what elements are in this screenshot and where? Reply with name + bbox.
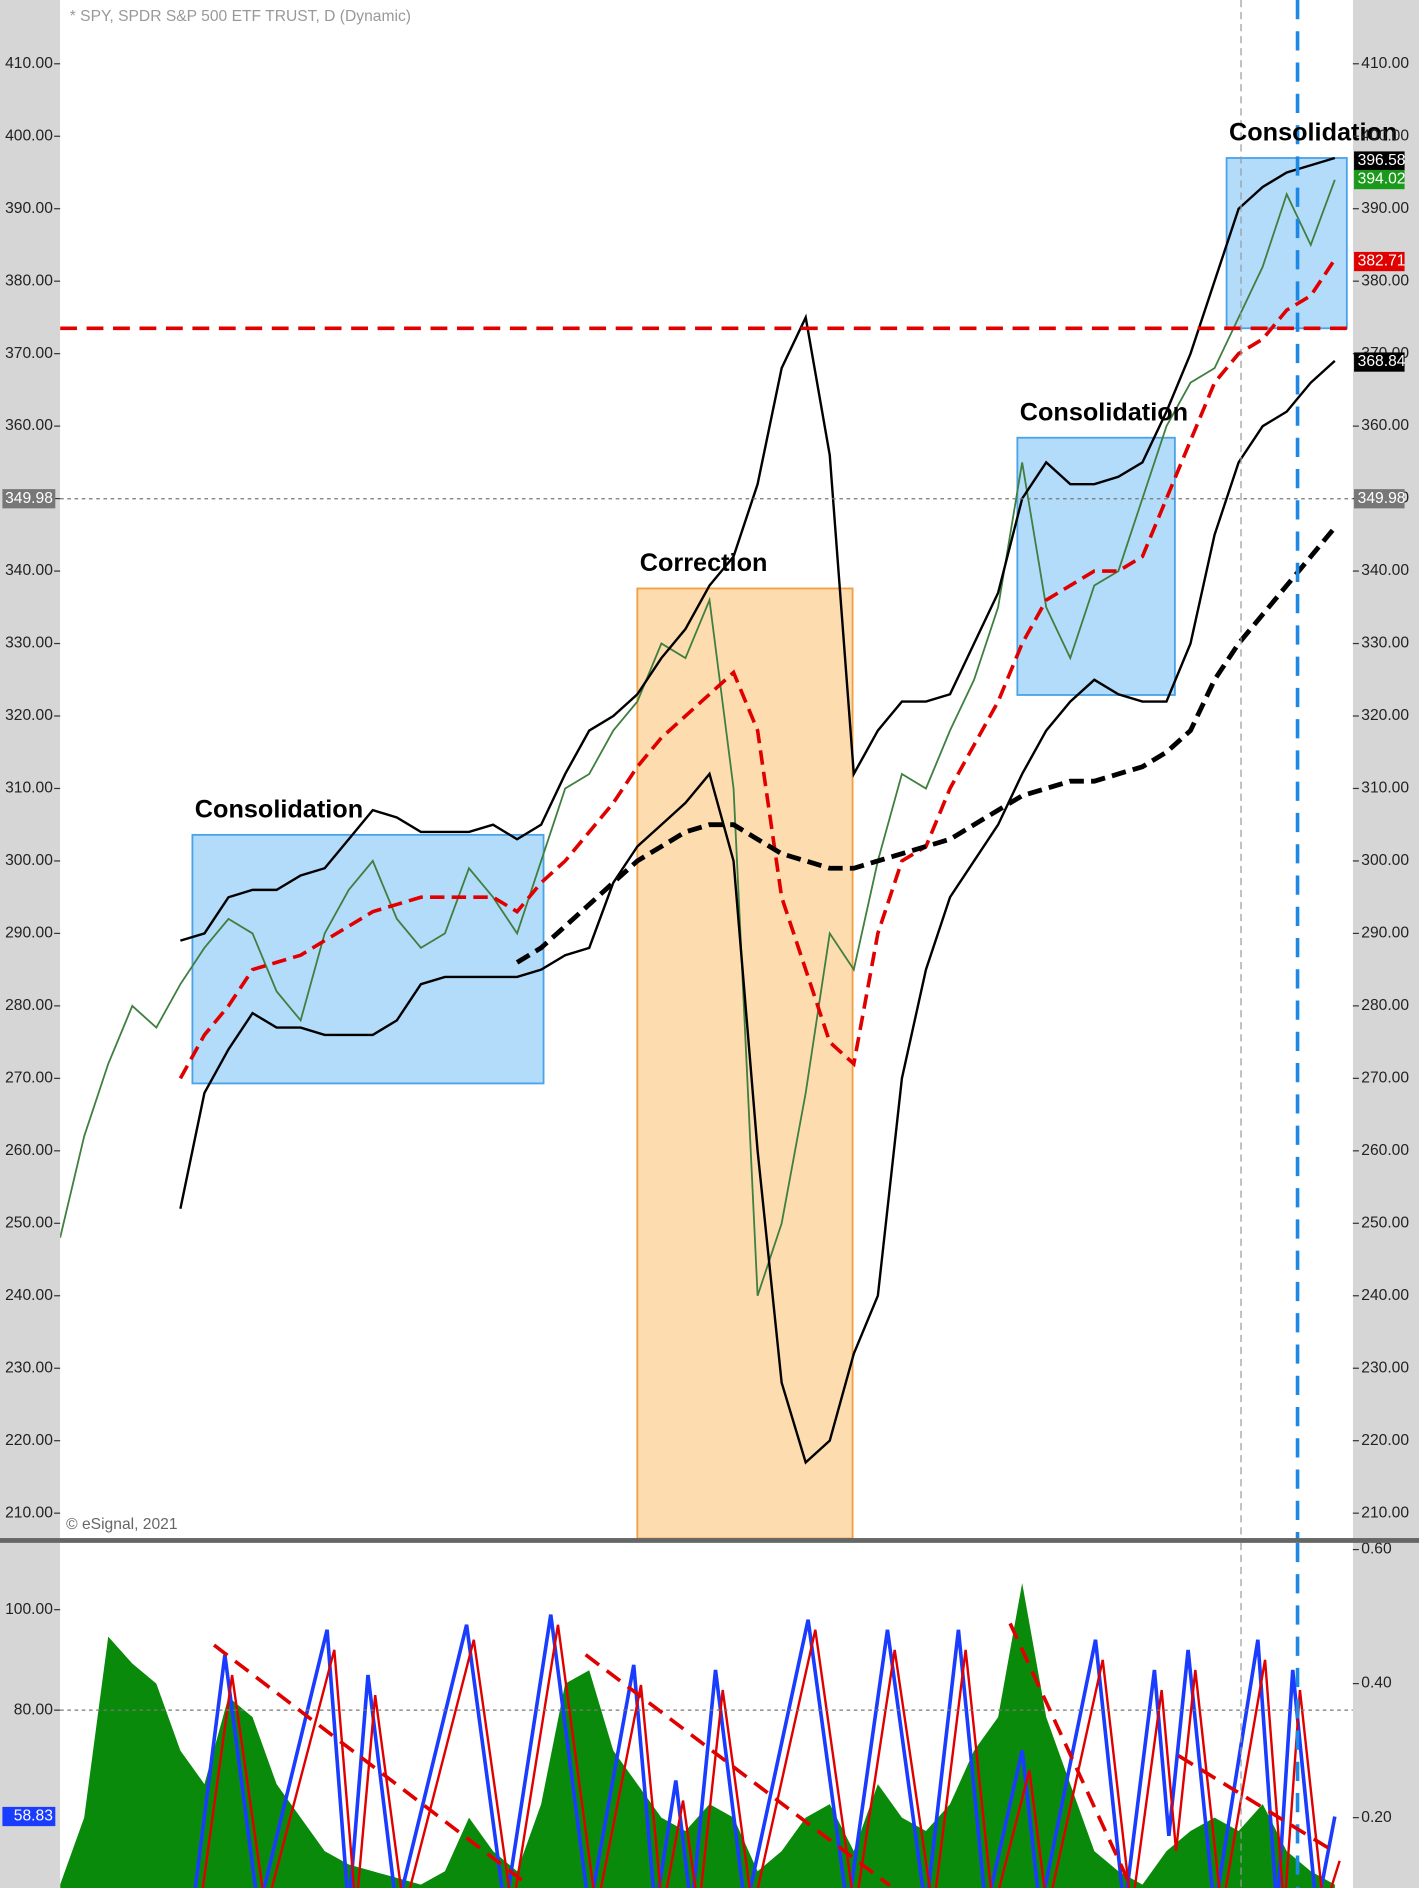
y2-tick-label: 0.40 <box>1361 1675 1392 1692</box>
y-tick-label: 410.00 <box>1361 55 1409 72</box>
left-axis-bg <box>0 0 61 1888</box>
y-tick-label: 210.00 <box>5 1504 53 1521</box>
panel-divider <box>0 1538 1419 1543</box>
trend-lines <box>212 1622 1336 1888</box>
y-tick-label: 230.00 <box>1361 1359 1409 1376</box>
y-tick-label: 390.00 <box>1361 200 1409 217</box>
y2-tick-label: 0.20 <box>1361 1809 1392 1826</box>
chart-header: * SPY, SPDR S&P 500 ETF TRUST, D (Dynami… <box>70 8 411 25</box>
panel <box>60 0 1353 1540</box>
y-tick-label: 360.00 <box>1361 417 1409 434</box>
y2-tick-label: 0.60 <box>1361 1541 1392 1558</box>
y-tick-label: 240.00 <box>1361 1287 1409 1304</box>
trend-line <box>1177 1754 1336 1854</box>
y-tick-label: 260.00 <box>5 1142 53 1159</box>
y-tick-label: 320.00 <box>5 707 53 724</box>
annotation: Consolidation <box>195 795 363 823</box>
y-tick-label: 340.00 <box>5 562 53 579</box>
y-tick-label: 210.00 <box>1361 1504 1409 1521</box>
y-tick-label: 340.00 <box>1361 562 1409 579</box>
y-tick-label: 250.00 <box>5 1214 53 1231</box>
y-tick-label: 280.00 <box>1361 997 1409 1014</box>
price-tag <box>1354 169 1405 190</box>
y-tick-label: 290.00 <box>5 925 53 942</box>
price-tag <box>1354 352 1405 372</box>
y-tick-label: 220.00 <box>1361 1432 1409 1449</box>
y-tick-label: 400.00 <box>5 127 53 144</box>
y-tick-label: 360.00 <box>5 417 53 434</box>
right-axis-bg <box>1352 0 1419 1888</box>
y-tick-label: 270.00 <box>5 1069 53 1086</box>
y-tick-label: 280.00 <box>5 997 53 1014</box>
price-tag-label: 382.71 <box>1358 253 1406 270</box>
y-tick-label: 240.00 <box>5 1287 53 1304</box>
y-tick-label: 330.00 <box>1361 635 1409 652</box>
price-tag <box>2 489 56 509</box>
copyright: © eSignal, 2021 <box>66 1516 177 1533</box>
y-tick-label: 380.00 <box>5 272 53 289</box>
y-tick-label: 270.00 <box>1361 1069 1409 1086</box>
annotation: Consolidation <box>1229 119 1397 147</box>
y-tick-label: 400.00 <box>1361 127 1409 144</box>
y-tick-label: 370.00 <box>5 345 53 362</box>
price-tag <box>1354 489 1405 509</box>
y-tick-label: 300.00 <box>5 852 53 869</box>
trend-line <box>1008 1622 1133 1887</box>
series-line <box>179 359 1336 1465</box>
trend-line <box>212 1643 531 1888</box>
price-tag <box>1354 151 1405 171</box>
series-line <box>515 526 1337 965</box>
y-tick-label: 260.00 <box>1361 1142 1409 1159</box>
y-tick-label: 310.00 <box>5 780 53 797</box>
series-line <box>60 179 1336 1297</box>
price-tag <box>2 1806 56 1827</box>
y-tick-label: 410.00 <box>5 55 53 72</box>
y-tick-label: 290.00 <box>1361 925 1409 942</box>
price-tag <box>1354 251 1405 272</box>
price-tag-label: 349.98 <box>5 490 53 507</box>
trend-line <box>584 1653 891 1888</box>
y-tick-label: 300.00 <box>1361 852 1409 869</box>
y-tick-label: 320.00 <box>1361 707 1409 724</box>
y-tick-label: 390.00 <box>5 200 53 217</box>
y-tick-label: 330.00 <box>5 635 53 652</box>
series-line <box>180 156 1336 942</box>
series-line <box>178 258 1337 1080</box>
region <box>191 833 545 1085</box>
price-tag-label: 58.83 <box>14 1808 53 1825</box>
y-tick-label: 100.00 <box>5 1601 53 1618</box>
price-tag-label: 394.02 <box>1358 171 1406 188</box>
y-tick-label: 310.00 <box>1361 780 1409 797</box>
series-line <box>201 1624 1341 1888</box>
region <box>636 587 854 1540</box>
annotation: Consolidation <box>1020 398 1188 426</box>
annotation: Correction <box>640 549 768 577</box>
region <box>1016 436 1176 696</box>
price-tag-label: 368.84 <box>1358 353 1406 370</box>
y-tick-label: 220.00 <box>5 1432 53 1449</box>
y-tick-label: 80.00 <box>14 1701 53 1718</box>
price-tag-label: 396.58 <box>1358 152 1406 169</box>
histogram-area <box>60 1583 1335 1888</box>
y-tick-label: 230.00 <box>5 1359 53 1376</box>
price-tag-label: 349.98 <box>1358 490 1406 507</box>
y-tick-label: 380.00 <box>1361 272 1409 289</box>
y-tick-label: 250.00 <box>1361 1214 1409 1231</box>
